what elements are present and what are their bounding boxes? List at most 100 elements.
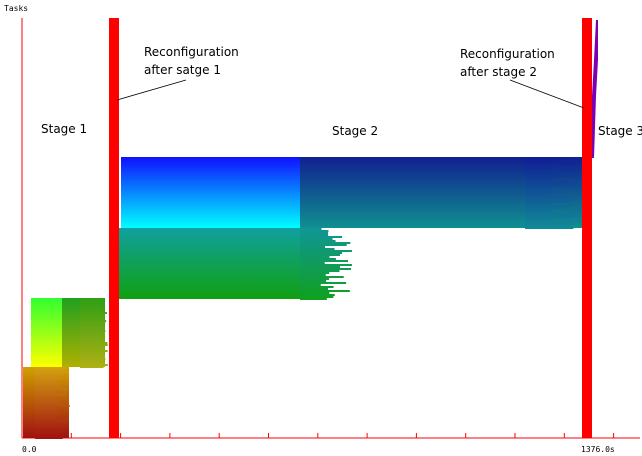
task-bar <box>80 314 105 316</box>
task-bar <box>35 397 56 399</box>
task-bar <box>35 417 57 419</box>
task-bar <box>525 199 575 201</box>
task-bar <box>300 264 352 266</box>
task-bar <box>525 165 547 167</box>
task-bar <box>80 344 108 346</box>
task-bar <box>525 193 549 195</box>
task-bar <box>35 399 60 401</box>
task-bar <box>300 236 343 238</box>
task-bar <box>80 360 103 362</box>
reconfiguration-bar-1 <box>109 18 119 438</box>
task-bar <box>525 225 571 227</box>
reconfiguration-2-line2: after stage 2 <box>460 65 537 79</box>
task-bar <box>300 268 352 270</box>
task-bar <box>80 340 101 342</box>
task-bar <box>80 366 104 368</box>
task-bar <box>35 403 65 405</box>
task-bar <box>300 234 329 236</box>
task-bar <box>80 362 102 364</box>
task-bar <box>80 328 102 330</box>
task-bar <box>525 189 553 191</box>
task-bar <box>80 358 106 360</box>
task-bar <box>525 177 562 179</box>
task-bar <box>300 298 327 300</box>
task-bar <box>80 350 108 352</box>
task-bar <box>35 383 62 385</box>
task-bar <box>525 201 567 203</box>
task-bar <box>300 256 330 258</box>
task-bar <box>300 252 343 254</box>
task-bar <box>300 238 333 240</box>
reconfiguration-1-line2: after satge 1 <box>144 63 221 77</box>
reconfiguration-1-line1: Reconfiguration <box>144 45 239 59</box>
task-bar <box>80 364 108 366</box>
task-bar <box>525 203 554 205</box>
task-bar <box>80 346 101 348</box>
task-bar <box>300 240 336 242</box>
task-bar <box>300 278 330 280</box>
task-bar <box>35 419 69 421</box>
stage1-tasks <box>23 298 108 439</box>
task-bar <box>35 385 60 387</box>
task-bar <box>80 316 104 318</box>
task-bar <box>300 274 326 276</box>
task-bar <box>300 254 340 256</box>
task-bar <box>525 197 575 199</box>
task-bar <box>35 407 57 409</box>
task-bar <box>80 318 103 320</box>
task-bar <box>35 375 57 377</box>
task-bar <box>35 401 60 403</box>
task-bar <box>300 250 352 252</box>
task-bar <box>80 324 101 326</box>
task-bar <box>80 332 102 334</box>
task-bar <box>525 227 574 229</box>
task-bar <box>80 298 104 300</box>
task-bar <box>35 369 64 371</box>
task-bar <box>525 171 556 173</box>
task-bar <box>300 286 334 288</box>
task-bar <box>80 338 102 340</box>
task-bar <box>35 437 63 439</box>
task-bar <box>300 276 344 278</box>
task-bar <box>80 300 105 302</box>
task-bar <box>35 425 67 427</box>
task-bar <box>300 292 330 294</box>
task-bar <box>80 310 101 312</box>
task-bar <box>300 284 321 286</box>
task-bar <box>35 413 63 415</box>
task-bar <box>80 330 106 332</box>
task-bar <box>300 280 327 282</box>
task-bar <box>525 183 581 185</box>
task-bar <box>300 230 329 232</box>
task-bar <box>35 373 64 375</box>
stage2-block-lower <box>119 228 315 299</box>
task-bar <box>35 411 57 413</box>
task-bar <box>300 258 336 260</box>
task-bar <box>80 302 101 304</box>
task-bar <box>300 228 322 230</box>
task-bar <box>525 185 571 187</box>
task-bar <box>80 336 104 338</box>
task-bar <box>80 354 104 356</box>
x-tick-label-start: 0.0 <box>22 445 37 454</box>
stage2-block-upper <box>121 157 307 228</box>
task-bar <box>300 290 350 292</box>
stage-3-label: Stage 3 <box>598 124 642 138</box>
task-bar <box>525 205 571 207</box>
task-bar <box>300 282 347 284</box>
task-bar <box>35 391 57 393</box>
task-bar <box>80 342 108 344</box>
task-bar <box>80 348 104 350</box>
task-bar <box>35 377 69 379</box>
annotation-leader-1 <box>116 79 187 101</box>
task-bar <box>525 209 550 211</box>
task-bar <box>300 272 330 274</box>
task-bar <box>525 157 565 159</box>
reconfiguration-2-line1: Reconfiguration <box>460 47 555 61</box>
task-bar <box>35 415 57 417</box>
task-bar <box>525 191 561 193</box>
task-bar <box>35 367 66 369</box>
task-bar <box>525 161 575 163</box>
task-bar <box>300 266 341 268</box>
